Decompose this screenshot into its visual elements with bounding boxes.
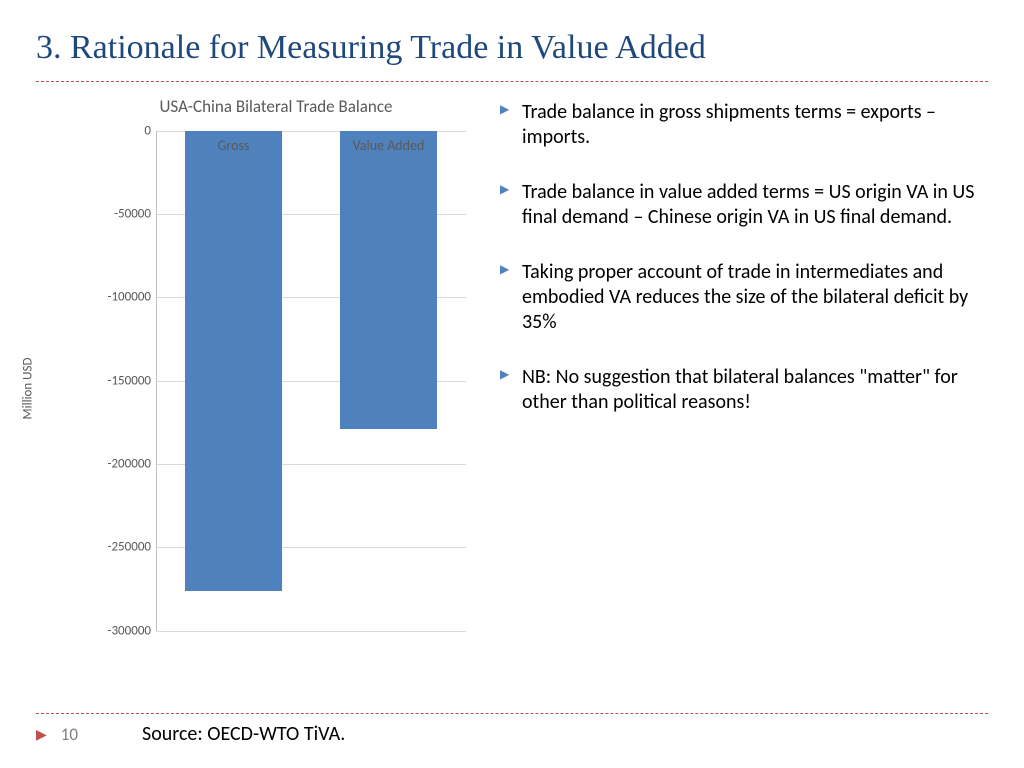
title-divider bbox=[36, 81, 988, 82]
bullet-item: Trade balance in value added terms = US … bbox=[500, 180, 988, 230]
plot-area: 0-50000-100000-150000-200000-250000-3000… bbox=[106, 121, 466, 631]
y-tick-label: -50000 bbox=[114, 207, 157, 222]
y-tick-label: -200000 bbox=[107, 457, 157, 472]
bar-slot: Value Added bbox=[311, 131, 466, 631]
y-tick-label: -100000 bbox=[107, 290, 157, 305]
content-row: USA-China Bilateral Trade Balance Millio… bbox=[36, 96, 988, 641]
bar bbox=[185, 131, 281, 591]
bar-category-label: Value Added bbox=[311, 137, 466, 154]
text-column: Trade balance in gross shipments terms =… bbox=[500, 96, 988, 641]
footer-marker-icon: ▶ bbox=[36, 726, 47, 743]
gridline bbox=[157, 631, 466, 632]
bullet-item: NB: No suggestion that bilateral balance… bbox=[500, 365, 988, 415]
y-tick-label: -150000 bbox=[107, 373, 157, 388]
y-tick-label: -300000 bbox=[107, 623, 157, 638]
bar bbox=[340, 131, 436, 429]
bullet-list: Trade balance in gross shipments terms =… bbox=[500, 100, 988, 415]
y-axis-label: Million USD bbox=[21, 357, 36, 419]
slide: 3. Rationale for Measuring Trade in Valu… bbox=[0, 0, 1024, 768]
y-tick-label: -250000 bbox=[107, 540, 157, 555]
footer: ▶ 10 Source: OECD-WTO TiVA. bbox=[36, 713, 988, 746]
page-number: 10 bbox=[61, 724, 78, 745]
bullet-item: Trade balance in gross shipments terms =… bbox=[500, 100, 988, 150]
bar-slot: Gross bbox=[156, 131, 311, 631]
slide-title: 3. Rationale for Measuring Trade in Valu… bbox=[36, 28, 988, 69]
bars-area: GrossValue Added bbox=[156, 131, 466, 631]
footer-divider bbox=[36, 713, 988, 714]
bullet-item: Taking proper account of trade in interm… bbox=[500, 260, 988, 335]
bar-category-label: Gross bbox=[156, 137, 311, 154]
chart-wrap: Million USD 0-50000-100000-150000-200000… bbox=[36, 121, 476, 641]
footer-row: ▶ 10 Source: OECD-WTO TiVA. bbox=[36, 722, 988, 746]
source-text: Source: OECD-WTO TiVA. bbox=[142, 722, 345, 746]
chart-column: USA-China Bilateral Trade Balance Millio… bbox=[36, 96, 476, 641]
chart-title: USA-China Bilateral Trade Balance bbox=[76, 96, 476, 117]
